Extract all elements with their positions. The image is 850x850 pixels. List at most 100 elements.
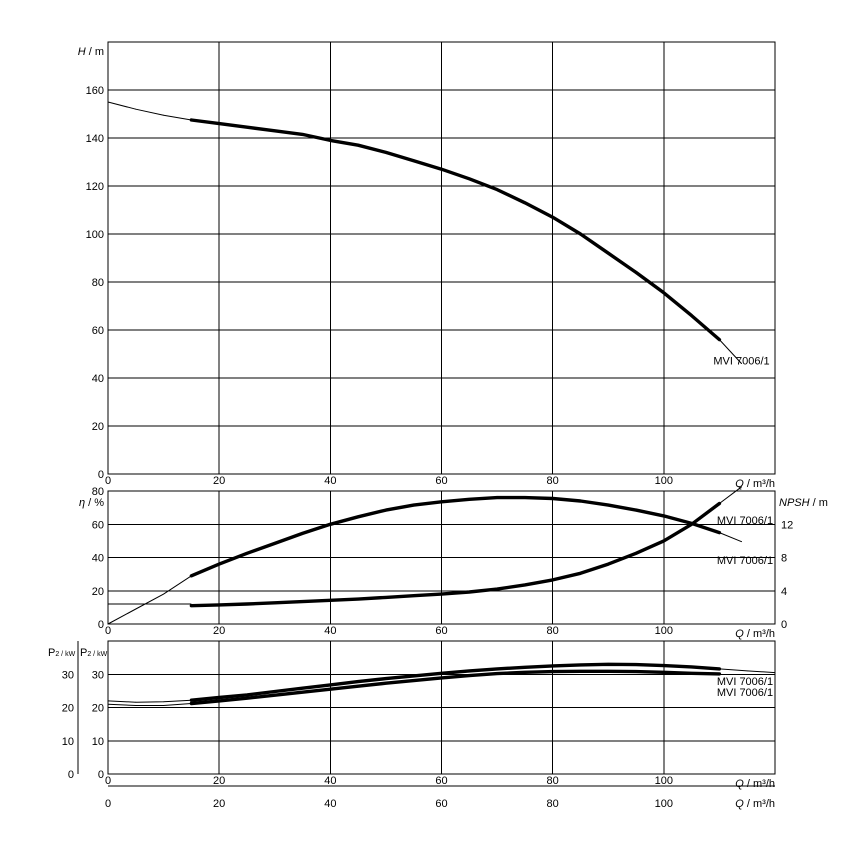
- power-plot-frame: [107, 640, 776, 775]
- npsh-curve-point: [468, 591, 470, 593]
- outer-y-tick-label: 20: [62, 703, 74, 715]
- power-curve-point: [691, 672, 692, 674]
- extra-x-tick-label: 20: [213, 798, 225, 810]
- head-curve-point: [691, 315, 692, 316]
- power-curve-point: [524, 666, 526, 668]
- npsh-curve-point: [719, 503, 720, 504]
- power-curve-point: [552, 671, 554, 672]
- power-curve-point: [607, 670, 609, 672]
- x-tick-label: 100: [655, 625, 673, 637]
- y-tick-label: 0: [98, 769, 104, 781]
- power-curve-point: [357, 681, 359, 682]
- npsh-curve-bold: [189, 501, 722, 608]
- y2-tick-label: 8: [781, 553, 787, 565]
- npsh-curve-point: [524, 584, 526, 586]
- y-tick-label: 80: [92, 486, 104, 498]
- power-curve-point: [329, 688, 331, 690]
- extra-x-axis-label: Q / m³/h: [735, 798, 775, 810]
- x-tick-label: 80: [547, 625, 559, 637]
- head-curve-point: [385, 152, 387, 153]
- x-tick-label: 0: [105, 625, 111, 637]
- npsh-curve-point: [191, 605, 192, 607]
- y-axis-label-sub: 2 / kW: [87, 651, 107, 658]
- head-curve-point: [468, 178, 470, 180]
- power-curve-point: [635, 664, 637, 665]
- outer-y-tick-label: 30: [62, 669, 74, 681]
- power-curve-point: [107, 700, 109, 702]
- x-tick-label: 20: [213, 775, 225, 787]
- y-tick-label: 100: [86, 229, 104, 241]
- extra-x-tick-label: 0: [105, 798, 111, 810]
- x-axis-label-unit: / m³/h: [744, 628, 775, 640]
- y-tick-label: 20: [92, 421, 104, 433]
- npsh-curve-point: [580, 572, 581, 574]
- power-curve-point: [107, 703, 109, 705]
- power-curve-point: [635, 671, 637, 672]
- x-axis-label-var: Q: [735, 778, 744, 790]
- y-axis-label: η / %: [79, 497, 104, 509]
- power-curve-point: [135, 701, 137, 703]
- y-axis-label: P2 / kW: [80, 647, 108, 659]
- power-curve-point: [135, 705, 137, 706]
- power-curve-point: [468, 670, 470, 672]
- x-tick-label: 0: [105, 475, 111, 487]
- extra-x-axis-label-var: Q: [735, 798, 744, 810]
- efficiency-curve-point: [441, 501, 442, 503]
- y-axis-label-unit: / %: [85, 497, 104, 509]
- y-tick-label: 20: [92, 586, 104, 598]
- x-tick-label: 0: [105, 775, 111, 787]
- y-tick-label: 10: [92, 736, 104, 748]
- head-curve-point: [357, 144, 359, 146]
- power-curve-point: [719, 673, 720, 675]
- y2-tick-label: 12: [781, 519, 793, 531]
- head-curve-point: [413, 160, 415, 162]
- series-label-power-2: MVI 7006/1: [717, 687, 773, 699]
- x-tick-label: 20: [213, 475, 225, 487]
- efficiency-curve-point: [385, 509, 387, 511]
- power-curve-point: [441, 672, 442, 674]
- efficiency-curve-point: [191, 575, 192, 577]
- y2-tick-label: 0: [781, 619, 787, 631]
- npsh-curve-point: [441, 593, 442, 595]
- outer-y-axis-label-sub: 2 / kW: [55, 651, 75, 658]
- series-label-power-1: MVI 7006/1: [717, 676, 773, 688]
- y-tick-label: 0: [98, 469, 104, 481]
- npsh-curve-point: [218, 604, 220, 606]
- power-curve-point: [663, 671, 665, 673]
- power-curve-point: [385, 678, 387, 679]
- y2-tick-label: 4: [781, 586, 787, 598]
- npsh-curve-point: [607, 563, 609, 565]
- head-curve-point: [163, 114, 165, 116]
- power-curve-point: [441, 677, 442, 679]
- power-curve-point: [163, 705, 165, 706]
- head-curve-point: [524, 202, 526, 204]
- power-curve-point: [580, 670, 581, 672]
- outer-y-axis-label: P2 / kW: [48, 647, 76, 659]
- npsh-curve-point: [274, 602, 276, 604]
- head-curve-point: [441, 168, 442, 170]
- outer-y-axis-label-main: P: [48, 647, 55, 659]
- npsh-curve-point: [635, 552, 637, 554]
- power-curve-point: [746, 670, 748, 672]
- outer-y-tick-label: 0: [68, 769, 74, 781]
- npsh-curve-point: [302, 601, 303, 602]
- head-curve-point: [302, 134, 303, 135]
- y-tick-label: 120: [86, 181, 104, 193]
- x-tick-label: 20: [213, 625, 225, 637]
- y-tick-label: 30: [92, 669, 104, 681]
- efficiency-curve-point: [218, 563, 220, 565]
- power-curve-point: [163, 701, 165, 703]
- efficiency-curve-point: [246, 552, 248, 554]
- y-tick-label: 0: [98, 619, 104, 631]
- x-tick-label: 40: [324, 475, 336, 487]
- npsh-curve-point: [663, 540, 665, 542]
- efficiency-curve-point: [163, 593, 165, 595]
- npsh-curve-point: [496, 588, 498, 590]
- head-curve-point: [274, 130, 276, 132]
- head-curve-point: [135, 108, 137, 110]
- efficiency-curve-point: [524, 497, 526, 498]
- power-curve-point: [580, 664, 581, 666]
- y-tick-label: 160: [86, 85, 104, 97]
- y-axis-label-var: η: [79, 497, 85, 509]
- npsh-curve-point: [413, 595, 415, 597]
